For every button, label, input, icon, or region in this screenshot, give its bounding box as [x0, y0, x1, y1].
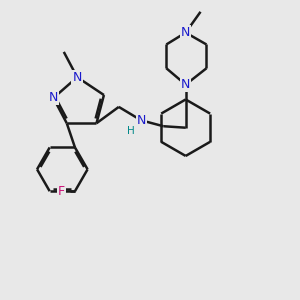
Text: F: F [58, 185, 65, 198]
Text: N: N [73, 71, 82, 84]
Text: H: H [127, 126, 135, 136]
Text: N: N [49, 92, 58, 104]
Text: N: N [181, 26, 190, 39]
Text: N: N [181, 78, 190, 91]
Text: N: N [137, 114, 146, 127]
